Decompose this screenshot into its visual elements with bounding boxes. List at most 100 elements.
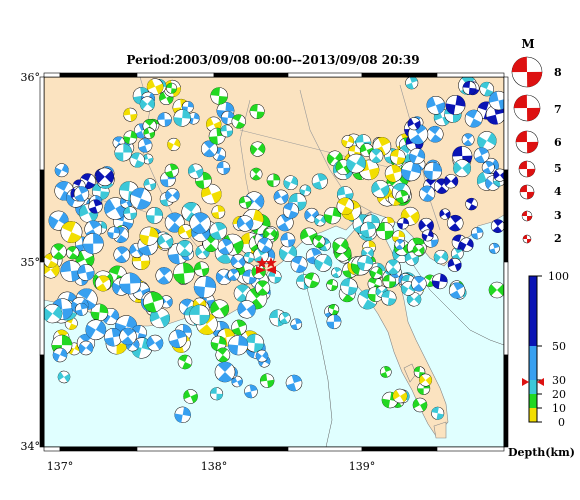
earthquake-beachball (254, 280, 271, 296)
earthquake-beachball (88, 199, 103, 214)
earthquake-beachball (433, 249, 449, 265)
earthquake-beachball (426, 95, 446, 115)
earthquake-beachball (52, 347, 68, 363)
earthquake-beachball (278, 312, 291, 324)
earthquake-beachball (249, 103, 265, 119)
island (433, 421, 447, 439)
main-shock-star (256, 257, 268, 268)
earthquake-beachball (314, 254, 333, 272)
earthquake-beachball (249, 167, 263, 181)
earthquake-beachball (453, 159, 472, 178)
earthquake-beachball (119, 272, 141, 295)
earthquake-beachball (103, 328, 123, 347)
earthquake-beachball (82, 233, 104, 255)
earthquake-beachball (57, 370, 71, 384)
earthquake-beachball (360, 221, 376, 238)
depth-band-deep (529, 276, 537, 346)
earthquake-beachball (326, 279, 339, 291)
earthquake-beachball (173, 262, 195, 285)
lon-tick-139: 139° (349, 460, 376, 473)
depth-scale-label: Depth(km) (508, 446, 575, 459)
earthquake-beachball (221, 110, 235, 125)
magnitude-legend-ball (511, 56, 543, 88)
map-frame (39, 72, 509, 452)
main-shock-depth-pointer (522, 378, 544, 386)
earthquake-beachball (331, 267, 342, 278)
earthquake-beachball (285, 374, 303, 392)
earthquake-beachball (228, 335, 249, 356)
earthquake-beachball (166, 82, 177, 94)
depth-band-20-30 (529, 380, 537, 394)
lat-tick-36: 36° (21, 71, 41, 84)
earthquake-beachball (312, 235, 326, 248)
earthquake-beachball (447, 214, 464, 232)
earthquake-beachball (426, 125, 444, 143)
magnitude-label: 7 (554, 103, 562, 116)
earthquake-beachball (385, 259, 401, 275)
earthquake-beachball (488, 242, 500, 254)
earthquake-beachball (178, 224, 193, 240)
depth-band-10-20 (529, 394, 537, 408)
earthquake-beachball (78, 340, 94, 356)
depth-tick: 20 (552, 388, 566, 401)
earthquake-beachball (311, 173, 328, 190)
earthquake-beachball (217, 238, 234, 255)
map-title: Period:2003/09/08 00:00--2013/09/08 20:3… (126, 53, 419, 67)
earthquake-beachball (194, 261, 210, 277)
earthquake-beachball (341, 135, 355, 148)
earthquake-beachball (139, 96, 155, 112)
earthquake-beachball (164, 163, 179, 178)
earthquake-beachball (461, 133, 475, 147)
earthquake-beachball (113, 246, 131, 263)
earthquake-beachball (75, 250, 95, 269)
earthquake-beachball (146, 334, 164, 352)
magnitude-legend-ball (522, 234, 532, 244)
earthquake-beachball (431, 273, 448, 290)
earthquake-beachball (244, 384, 258, 399)
earthquake-beachball (189, 304, 210, 326)
earthquake-beachball (397, 217, 409, 230)
magnitude-label: 6 (554, 136, 562, 149)
earthquake-beachball (411, 276, 427, 292)
earthquake-beachball (332, 237, 349, 254)
earthquake-beachball (481, 161, 495, 174)
earthquake-beachball (155, 267, 173, 285)
earthquake-beachball (465, 197, 478, 211)
earthquake-beachball (477, 131, 497, 151)
earthquake-beachball (401, 161, 422, 182)
earthquake-beachball (459, 237, 474, 252)
earthquake-beachball (447, 258, 462, 272)
earthquake-beachball (77, 264, 95, 281)
earthquake-beachball (189, 212, 211, 234)
magnitude-label: 2 (554, 232, 562, 245)
earthquake-beachball (379, 366, 392, 378)
earthquake-beachball (143, 178, 157, 191)
earthquake-beachball (168, 329, 187, 349)
earthquake-beachball (177, 354, 193, 370)
earthquake-beachball (73, 186, 90, 202)
earthquake-beachball (245, 333, 265, 353)
earthquake-beachball (75, 302, 89, 316)
earthquake-beachball (215, 347, 231, 363)
earthquake-beachball (359, 143, 374, 157)
earthquake-beachball (95, 167, 115, 186)
earthquake-beachball (174, 406, 191, 424)
earthquake-beachball (50, 243, 67, 260)
earthquake-beachball (326, 314, 342, 330)
earthquake-beachball (183, 389, 198, 404)
magnitude-legend: M 8 7 6 5 4 3 2 (511, 37, 562, 245)
earthquake-beachball (167, 137, 181, 151)
earthquake-beachball (149, 307, 171, 329)
earthquake-beachball (290, 318, 303, 330)
lat-tick-35: 35° (21, 256, 41, 269)
earthquake-beachball (114, 143, 133, 162)
depth-tick: 50 (552, 340, 566, 353)
earthquake-beachball (227, 268, 240, 281)
earthquake-beachball (173, 109, 191, 127)
earthquake-beachball (143, 127, 156, 140)
earthquake-beachball (384, 164, 403, 183)
earthquake-beachball (488, 281, 506, 299)
magnitude-legend-ball (519, 184, 535, 200)
earthquake-beachball (211, 205, 226, 219)
